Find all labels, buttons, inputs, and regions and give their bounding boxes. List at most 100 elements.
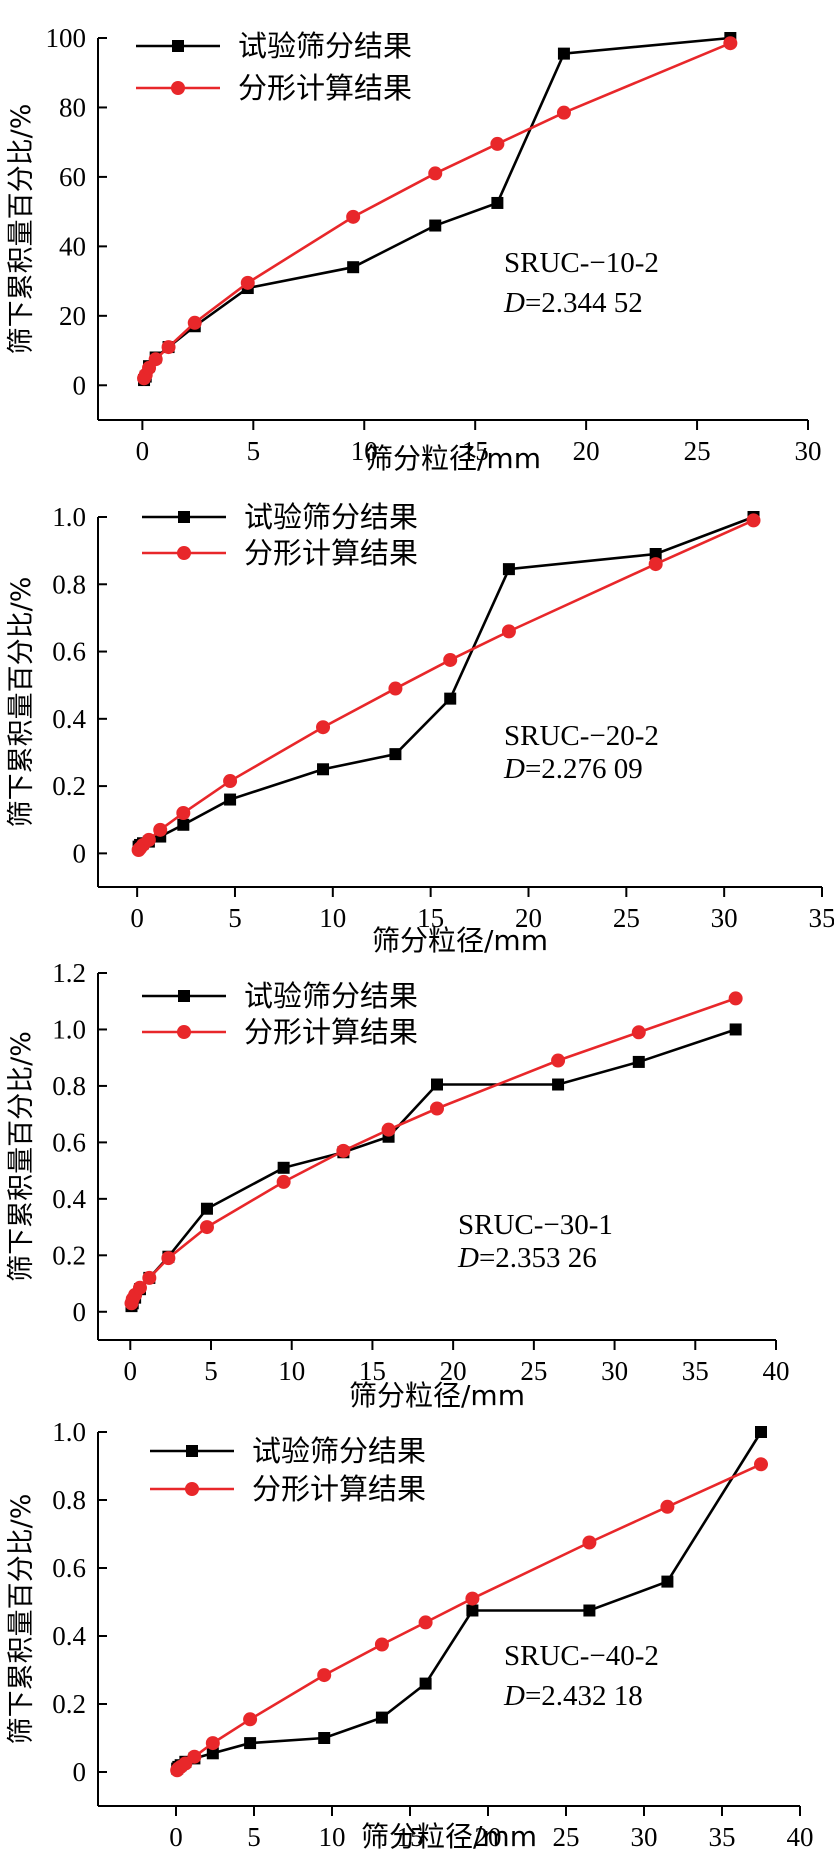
y-tick-label: 0 <box>73 838 87 868</box>
data-point-square <box>277 1161 290 1174</box>
annotation-fractal-dimension: D=2.353 26 <box>457 1242 597 1274</box>
y-tick-label: 0.8 <box>52 569 86 599</box>
data-point-circle <box>176 806 191 820</box>
x-tick-label: 30 <box>601 1356 628 1386</box>
y-tick-label: 60 <box>59 162 86 192</box>
y-tick-label: 0.4 <box>52 704 86 734</box>
data-point-square <box>317 763 330 776</box>
data-point-circle <box>723 36 738 51</box>
data-point-circle <box>631 1025 646 1040</box>
series-line-2 <box>130 997 737 1304</box>
y-tick-label: 0.6 <box>52 1127 86 1157</box>
data-point-circle <box>132 1280 147 1295</box>
x-tick-label: 25 <box>684 436 711 466</box>
y-tick-label: 20 <box>59 301 86 331</box>
data-point-square <box>347 261 360 274</box>
data-point-circle <box>153 822 168 837</box>
data-point-circle <box>276 1174 291 1189</box>
y-tick-label: 0 <box>73 1297 87 1327</box>
legend-marker-circle <box>177 1025 191 1039</box>
legend-label: 试验筛分结果 <box>238 29 412 63</box>
data-point-circle <box>316 720 331 735</box>
x-tick-label: 20 <box>515 903 542 933</box>
data-point-circle <box>418 1615 433 1630</box>
legend-marker-circle <box>171 81 185 95</box>
legend-label: 分形计算结果 <box>252 1472 426 1506</box>
x-axis-label: 筛分粒径/mm <box>365 442 541 475</box>
data-point-circle <box>161 340 176 355</box>
data-point-circle <box>660 1499 675 1514</box>
data-point-circle <box>443 652 458 667</box>
data-point-circle <box>317 1668 332 1683</box>
legend-label: 分形计算结果 <box>244 1015 418 1049</box>
x-axis-label: 筛分粒径/mm <box>361 1820 537 1852</box>
y-tick-label: 80 <box>59 92 86 122</box>
series-line-1 <box>142 36 731 381</box>
data-point-circle <box>223 774 238 789</box>
x-tick-label: 5 <box>228 903 242 933</box>
data-point-circle <box>374 1637 389 1652</box>
data-point-square <box>491 196 504 209</box>
y-tick-label: 40 <box>59 231 86 261</box>
x-tick-label: 5 <box>247 436 261 466</box>
legend-marker-square <box>172 40 184 52</box>
data-point-circle <box>754 1457 768 1472</box>
x-tick-label: 10 <box>319 903 346 933</box>
x-tick-label: 40 <box>787 1822 814 1852</box>
chart-panel-2: 0 0.2 0.4 0.6 0.8 1.0 0 5 10 15 20 25 30 35 筛分粒径/mm 筛下累… <box>6 500 834 957</box>
data-point-square <box>557 47 570 60</box>
data-point-square <box>244 1737 257 1750</box>
data-point-circle <box>141 832 156 847</box>
data-point-square <box>755 1426 767 1438</box>
legend-label: 试验筛分结果 <box>244 979 418 1013</box>
y-tick-label: 0 <box>73 1757 87 1787</box>
chart-panel-1: 0 20 40 60 80 100 0 5 10 15 20 25 30 筛分粒径/mm 筛下累积量百分比/… <box>6 23 822 475</box>
y-tick-label: 0.4 <box>52 1184 86 1214</box>
y-tick-label: 100 <box>46 23 87 53</box>
data-point-square <box>729 1023 742 1036</box>
data-point-circle <box>205 1736 220 1751</box>
data-point-square <box>177 818 190 831</box>
data-point-square <box>552 1078 565 1091</box>
data-point-circle <box>582 1535 597 1550</box>
y-tick-label: 0.6 <box>52 1553 86 1583</box>
x-axis-label: 筛分粒径/mm <box>372 924 548 957</box>
data-point-circle <box>501 624 516 639</box>
data-point-circle <box>648 557 663 572</box>
series-line-1 <box>130 1028 737 1307</box>
data-point-square <box>419 1677 432 1690</box>
x-tick-label: 10 <box>278 1356 305 1386</box>
data-point-circle <box>388 681 403 696</box>
x-tick-label: 0 <box>169 1822 183 1852</box>
data-point-circle <box>430 1101 444 1116</box>
data-point-circle <box>490 136 505 151</box>
x-tick-label: 15 <box>462 436 489 466</box>
data-point-square <box>632 1055 645 1068</box>
legend-label: 试验筛分结果 <box>252 1434 426 1468</box>
x-tick-label: 30 <box>711 903 738 933</box>
x-tick-label: 25 <box>520 1356 547 1386</box>
data-point-circle <box>148 352 163 367</box>
data-point-square <box>502 563 515 576</box>
data-point-circle <box>336 1143 351 1158</box>
data-point-circle <box>187 1749 202 1764</box>
annotation-sample-name: SRUC-−20-2 <box>504 720 659 752</box>
legend-marker-circle <box>177 546 191 560</box>
legend-label: 试验筛分结果 <box>244 500 418 534</box>
y-axis-label: 筛下累积量百分比/% <box>6 1494 37 1745</box>
data-point-square <box>661 1575 674 1588</box>
data-point-square <box>431 1078 443 1091</box>
data-point-circle <box>161 1251 176 1266</box>
y-tick-label: 1.0 <box>52 1417 86 1447</box>
chart-panel-3: 0 0.2 0.4 0.6 0.8 1.0 1.2 0 5 10 15 20 25 30 35 40 筛分粒径/… <box>6 958 790 1412</box>
annotation-d-value: =2.276 09 <box>525 753 643 785</box>
data-point-circle <box>746 513 761 528</box>
x-tick-label: 30 <box>631 1822 658 1852</box>
data-point-square <box>583 1604 596 1617</box>
data-point-square <box>649 548 662 560</box>
y-tick-label: 1.2 <box>52 958 86 988</box>
x-tick-label: 20 <box>475 1822 502 1852</box>
y-tick-label: 0.2 <box>52 771 86 801</box>
data-point-circle <box>381 1122 396 1137</box>
